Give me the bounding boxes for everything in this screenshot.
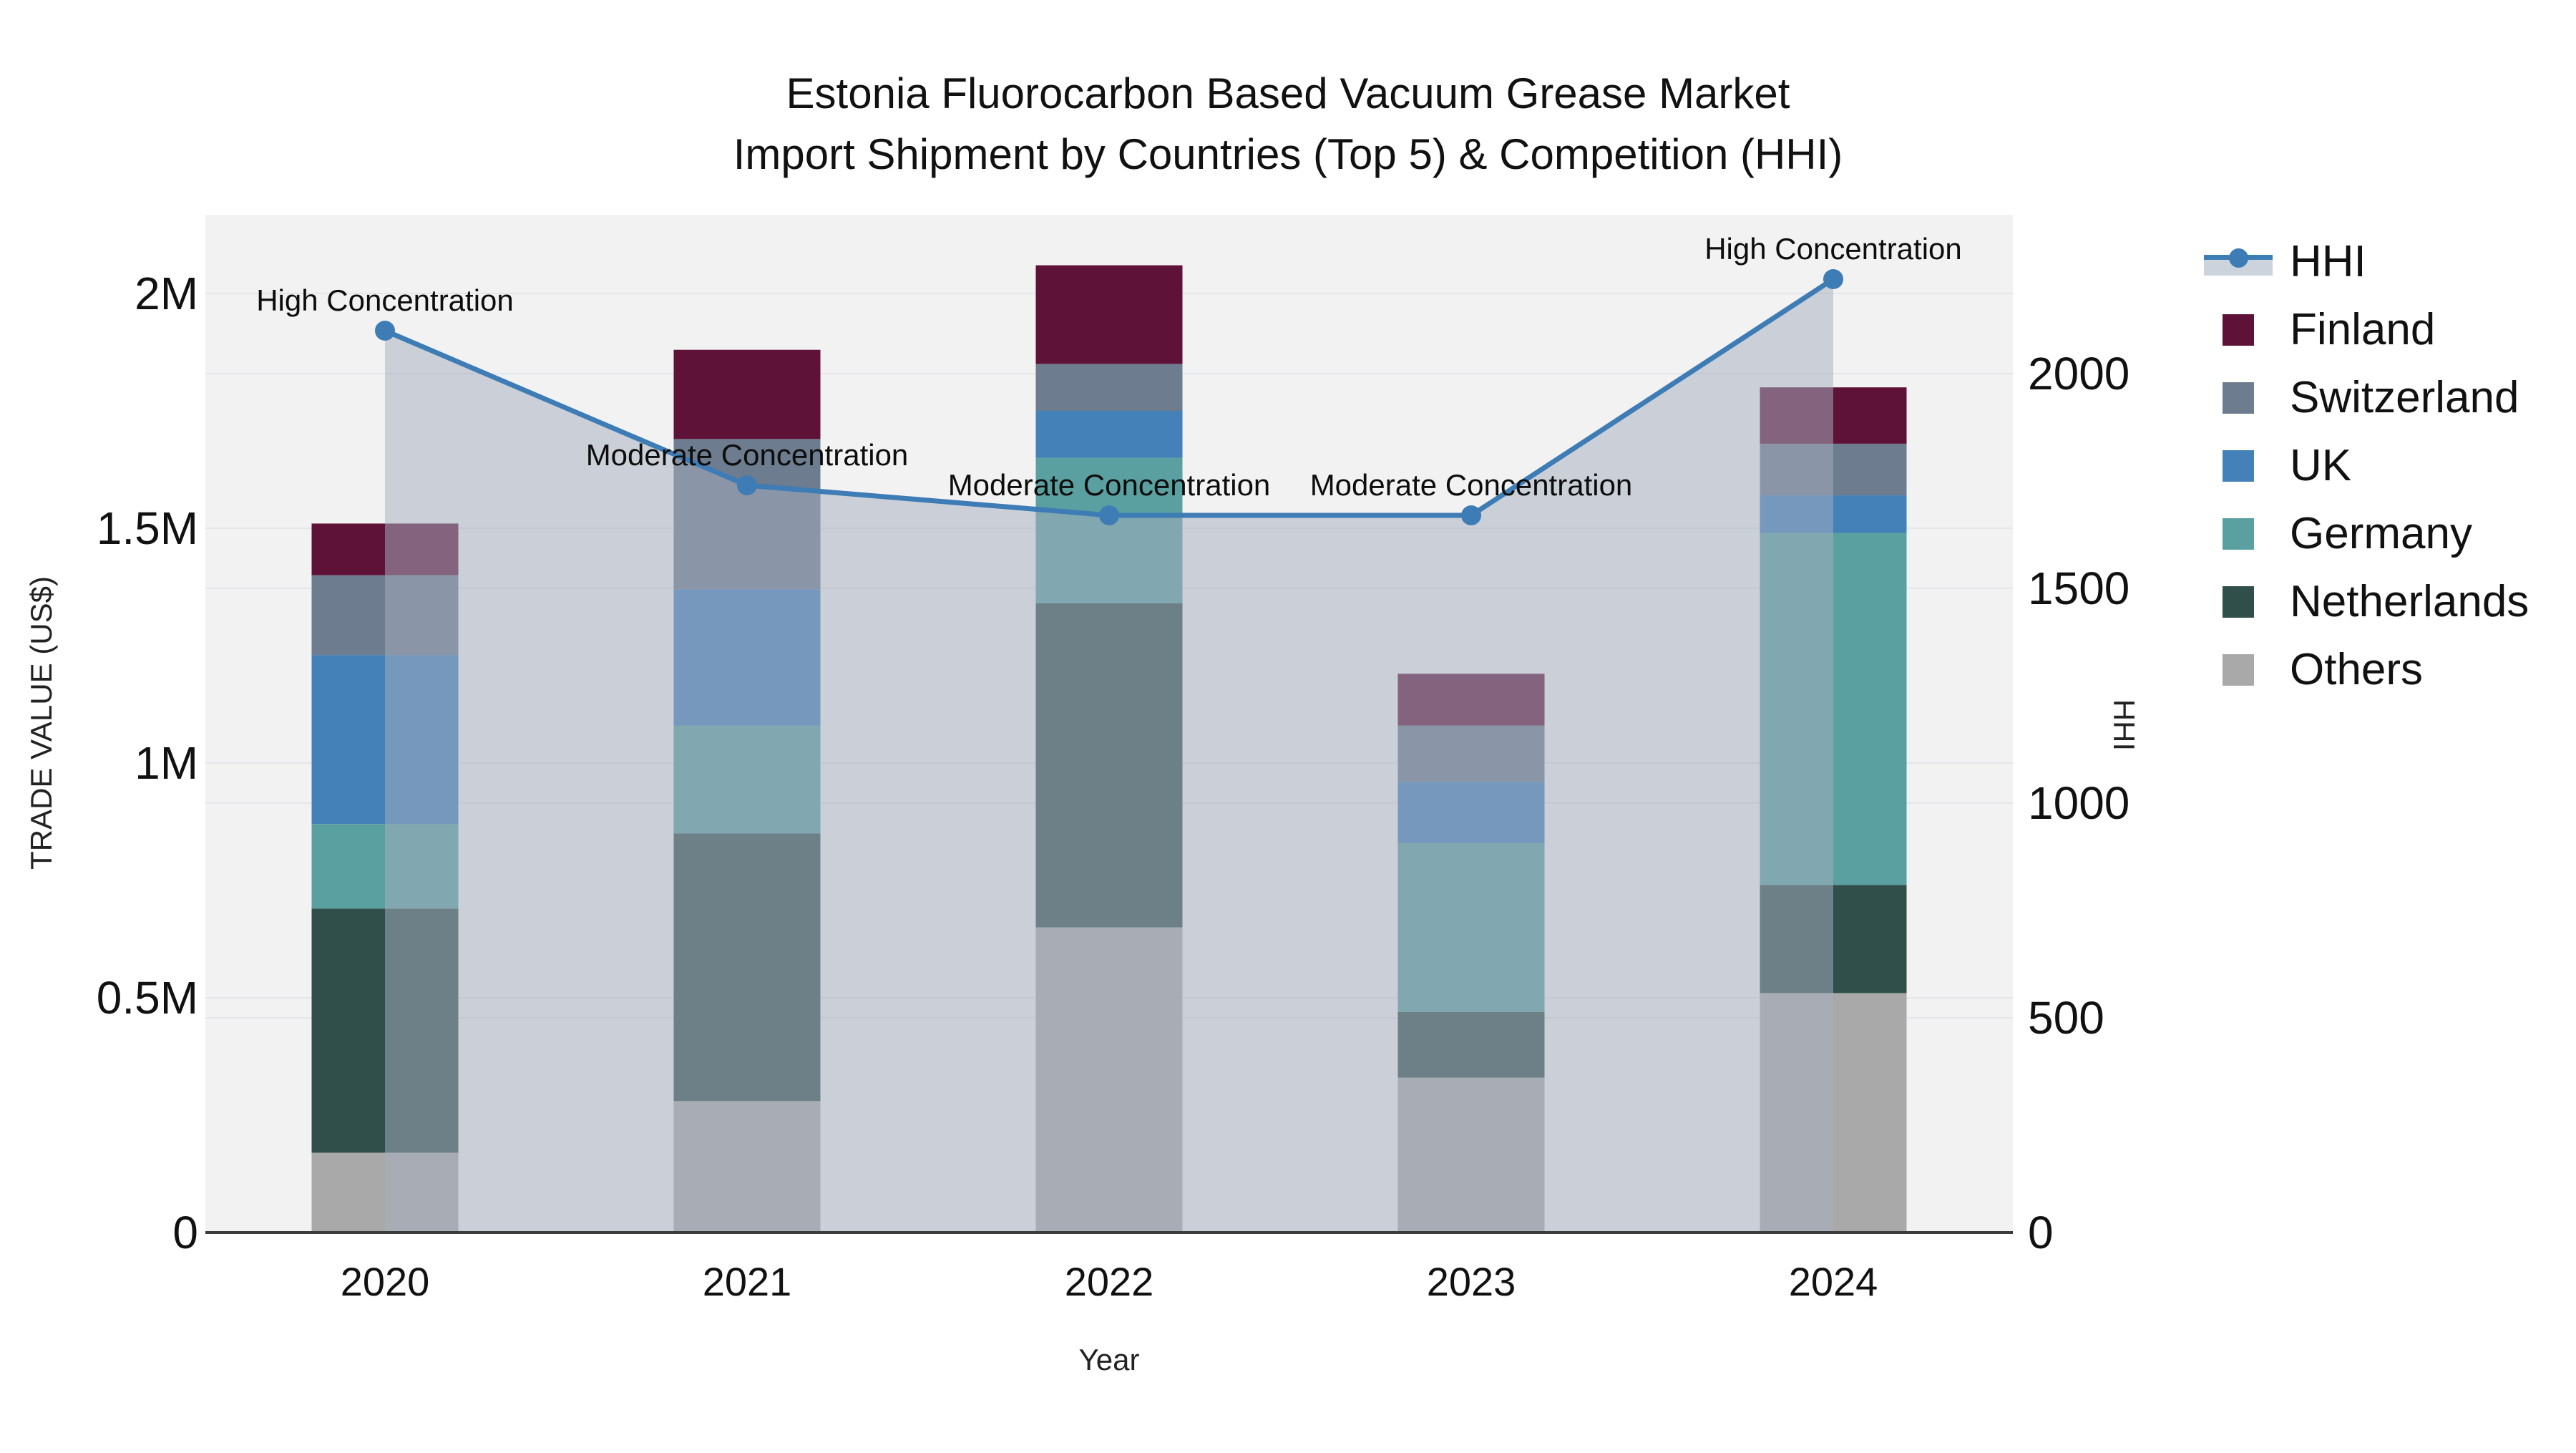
x-tick-2024: 2024 xyxy=(1789,1259,1878,1304)
x-tick-2020: 2020 xyxy=(341,1259,430,1304)
y-axis-title-right: HHI xyxy=(2107,699,2141,752)
legend-label-switzerland: Switzerland xyxy=(2290,373,2519,422)
bar-segment-switzerland-2022 xyxy=(1035,364,1183,411)
legend: HHI Finland Switzerland UK Germany Netherland… xyxy=(2202,228,2529,704)
hhi-point-2023 xyxy=(1461,505,1481,525)
x-tick-2021: 2021 xyxy=(703,1259,792,1304)
y-left-tick-0.5M: 0.5M xyxy=(97,972,198,1024)
bar-segment-finland-2021 xyxy=(673,349,821,439)
x-axis-title: Year xyxy=(1078,1343,1140,1376)
chart-title-line1: Estonia Fluorocarbon Based Vacuum Grease… xyxy=(786,69,1790,117)
y-right-tick-2000: 2000 xyxy=(2028,348,2129,399)
y-left-tick-1M: 1M xyxy=(135,737,198,789)
y-right-tick-500: 500 xyxy=(2028,992,2104,1044)
legend-swatch-icon xyxy=(2202,585,2274,618)
legend-item-netherlands[interactable]: Netherlands xyxy=(2202,568,2529,636)
legend-label-uk: UK xyxy=(2290,441,2352,490)
legend-swatch-icon xyxy=(2202,653,2274,686)
legend-label-netherlands: Netherlands xyxy=(2290,577,2529,626)
annotation-2022: Moderate Concentration xyxy=(948,468,1271,502)
bar-segment-uk-2022 xyxy=(1035,411,1183,458)
annotation-2023: Moderate Concentration xyxy=(1310,468,1633,502)
y-right-tick-1500: 1500 xyxy=(2028,563,2129,614)
legend-swatch-icon xyxy=(2202,517,2274,550)
legend-label-others: Others xyxy=(2290,645,2424,694)
legend-item-uk[interactable]: UK xyxy=(2202,432,2529,500)
legend-item-finland[interactable]: Finland xyxy=(2202,296,2529,364)
legend-item-germany[interactable]: Germany xyxy=(2202,500,2529,568)
legend-swatch-icon xyxy=(2202,382,2274,414)
hhi-point-2021 xyxy=(737,475,757,495)
y-axis-title-left: TRADE VALUE (US$) xyxy=(24,576,58,870)
hhi-point-2024 xyxy=(1823,269,1843,289)
annotation-2024: High Concentration xyxy=(1704,232,1962,266)
chart-title-line2: Import Shipment by Countries (Top 5) & C… xyxy=(733,130,1843,178)
legend-item-switzerland[interactable]: Switzerland xyxy=(2202,364,2529,432)
y-right-tick-1000: 1000 xyxy=(2028,777,2129,829)
y-right-tick-0: 0 xyxy=(2028,1207,2054,1258)
y-left-tick-0: 0 xyxy=(172,1207,198,1258)
annotation-2020: High Concentration xyxy=(256,283,514,317)
bar-segment-finland-2022 xyxy=(1035,265,1183,364)
hhi-point-2020 xyxy=(375,321,395,341)
hhi-point-2022 xyxy=(1099,505,1119,525)
x-tick-2023: 2023 xyxy=(1427,1259,1516,1304)
legend-swatch-icon xyxy=(2202,449,2274,482)
y-left-tick-1.5M: 1.5M xyxy=(97,502,198,554)
chart-title: Estonia Fluorocarbon Based Vacuum Grease… xyxy=(0,63,2576,185)
y-left-tick-2M: 2M xyxy=(135,268,198,319)
legend-label-germany: Germany xyxy=(2290,509,2472,558)
hhi-line-icon xyxy=(2202,248,2274,276)
annotation-2021: Moderate Concentration xyxy=(586,438,909,472)
legend-item-hhi[interactable]: HHI xyxy=(2202,228,2529,296)
legend-swatch-icon xyxy=(2202,314,2274,346)
legend-item-others[interactable]: Others xyxy=(2202,636,2529,704)
legend-label-finland: Finland xyxy=(2290,305,2436,354)
legend-label-hhi: HHI xyxy=(2290,237,2366,286)
x-tick-2022: 2022 xyxy=(1065,1259,1154,1304)
